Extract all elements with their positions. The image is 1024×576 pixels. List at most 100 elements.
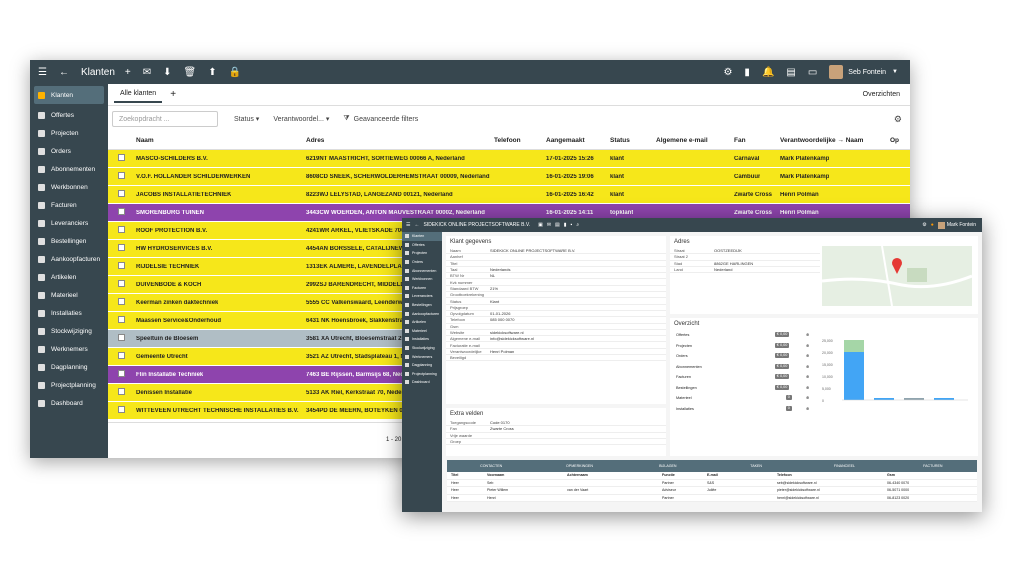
form-row[interactable]: Verantwoordelijke Henri Polman: [446, 349, 666, 356]
detail-sidebar-item[interactable]: Bestellingen: [402, 301, 442, 310]
sidebar-item-abonnementen[interactable]: Abonnementen: [30, 160, 108, 178]
overview-row[interactable]: Orders € 0,00 ⊕: [670, 351, 820, 362]
menu-icon[interactable]: ☰: [38, 66, 47, 78]
sidebar-item-bestellingen[interactable]: Bestellingen: [30, 232, 108, 250]
col-email[interactable]: Algemene e-mail: [656, 137, 708, 144]
detail-sidebar-item[interactable]: Werknemers: [402, 352, 442, 361]
detail-sidebar-item[interactable]: Materieel: [402, 327, 442, 336]
form-row[interactable]: Naam SIDEKICK ONLINE PROJECTSOFTWARE B.V.: [446, 248, 666, 255]
user-name[interactable]: Mark Fontein: [946, 222, 976, 228]
detail-tab[interactable]: BIJLAGEN: [659, 464, 677, 468]
form-row[interactable]: Gsm: [446, 324, 666, 330]
col-status[interactable]: Status: [610, 137, 630, 144]
form-row[interactable]: Toegangscode Code 0170: [446, 420, 666, 427]
detail-sidebar-item[interactable]: Artikelen: [402, 318, 442, 327]
sidebar-item-stockwijziging[interactable]: Stockwijziging: [30, 322, 108, 340]
detail-sidebar-item[interactable]: Abonnementen: [402, 266, 442, 275]
sidebar-item-werkbonnen[interactable]: Werkbonnen: [30, 178, 108, 196]
detail-sidebar-item[interactable]: Facturen: [402, 284, 442, 293]
detail-tab[interactable]: FACTUREN: [923, 464, 943, 468]
row-checkbox[interactable]: [118, 262, 125, 269]
row-checkbox[interactable]: [118, 190, 125, 197]
overviews-link[interactable]: Overzichten: [862, 91, 900, 98]
sidebar-item-dashboard[interactable]: Dashboard: [30, 394, 108, 412]
overview-row[interactable]: Materieel 0 ⊕: [670, 393, 820, 404]
col-aangemaakt[interactable]: Aangemaakt: [546, 137, 585, 144]
form-row[interactable]: Vrije waarde: [446, 433, 666, 439]
trash-icon[interactable]: 🗑: [183, 66, 197, 78]
search-input[interactable]: Zoekopdracht ...: [112, 111, 218, 127]
detail-sidebar-item[interactable]: Stockwijziging: [402, 344, 442, 353]
overview-row[interactable]: Abonnementen € 0,00 ⊕: [670, 362, 820, 373]
row-checkbox[interactable]: [118, 280, 125, 287]
overview-row[interactable]: Bestellingen € 0,00 ⊕: [670, 383, 820, 394]
overview-row[interactable]: Facturen € 0,00 ⊕: [670, 372, 820, 383]
detail-tab[interactable]: CONTACTEN: [480, 464, 503, 468]
detail-sidebar-item[interactable]: Klanten: [402, 232, 442, 241]
clipboard-icon[interactable]: ▤: [786, 66, 796, 78]
field-value[interactable]: info@sidekicksoftware.nl: [490, 336, 535, 342]
add-circle-icon[interactable]: ⊕: [806, 375, 810, 379]
row-checkbox[interactable]: [118, 154, 125, 161]
field-value[interactable]: 085 000 0070: [490, 317, 515, 323]
form-row[interactable]: Opvolgdatum 01-01-2026: [446, 311, 666, 318]
sidebar-item-projecten[interactable]: Projecten: [30, 124, 108, 142]
contact-row[interactable]: Heer Seb Partner S&S seb@sidekicksoftware.nl…: [447, 480, 977, 487]
mail-icon[interactable]: ✉: [546, 222, 552, 228]
form-row[interactable]: Straat 2: [670, 254, 820, 261]
form-row[interactable]: Grootboekrekening: [446, 292, 666, 299]
detail-sidebar-item[interactable]: Werkbonnen: [402, 275, 442, 284]
form-row[interactable]: Kvk nummer: [446, 279, 666, 286]
detail-tab[interactable]: TAKEN: [750, 464, 762, 468]
row-checkbox[interactable]: [118, 226, 125, 233]
form-row[interactable]: Telefoon 085 000 0070: [446, 317, 666, 324]
field-value[interactable]: Nederlands: [490, 267, 511, 273]
add-circle-icon[interactable]: ⊕: [806, 406, 810, 411]
form-row[interactable]: Standaard BTW 21%: [446, 286, 666, 293]
responsible-filter[interactable]: Verantwoordel... ▾: [273, 116, 330, 123]
form-row[interactable]: Website sidekicksoftware.nl: [446, 330, 666, 337]
sidebar-item-orders[interactable]: Orders: [30, 142, 108, 160]
col-adres[interactable]: Adres: [306, 137, 325, 144]
row-checkbox[interactable]: [118, 406, 125, 413]
form-row[interactable]: Titel: [446, 261, 666, 267]
field-value[interactable]: Zwarte Cross: [490, 426, 514, 432]
add-circle-icon[interactable]: ⊕: [806, 364, 810, 369]
sidebar-item-klanten[interactable]: Klanten: [34, 86, 104, 104]
form-row[interactable]: Algemene e-mail info@sidekicksoftware.nl: [446, 336, 666, 343]
lock-icon[interactable]: ▪: [570, 222, 573, 228]
bell-icon[interactable]: ●: [930, 222, 934, 228]
field-value[interactable]: 01-01-2026: [490, 311, 511, 317]
sidebar-item-projectplanning[interactable]: Projectplanning: [30, 376, 108, 394]
user-name[interactable]: Seb Fontein: [848, 68, 887, 76]
save-icon[interactable]: ▣: [538, 222, 543, 228]
col-op[interactable]: Op: [890, 137, 900, 144]
row-checkbox[interactable]: [118, 244, 125, 251]
detail-sidebar-item[interactable]: Leveranciers: [402, 292, 442, 301]
advanced-filters[interactable]: Geavanceerde filters: [353, 115, 419, 123]
row-checkbox[interactable]: [118, 208, 125, 215]
add-circle-icon[interactable]: ⊕: [806, 396, 810, 400]
add-icon[interactable]: +: [124, 66, 131, 78]
detail-sidebar-item[interactable]: Projecten: [402, 249, 442, 258]
trash-icon[interactable]: ▮: [563, 222, 567, 228]
form-row[interactable]: Groep: [446, 439, 666, 446]
add-tab-icon[interactable]: +: [170, 89, 177, 100]
sidebar-item-materieel[interactable]: Materieel: [30, 286, 108, 304]
row-checkbox[interactable]: [118, 298, 125, 305]
back-arrow-icon[interactable]: ←: [58, 66, 69, 78]
add-circle-icon[interactable]: ⊕: [806, 354, 810, 358]
sidebar-item-dagplanning[interactable]: Dagplanning: [30, 358, 108, 376]
back-arrow-icon[interactable]: ←: [414, 222, 420, 228]
row-checkbox[interactable]: [118, 370, 125, 377]
row-checkbox[interactable]: [118, 172, 125, 179]
add-circle-icon[interactable]: ⊕: [806, 333, 810, 337]
status-filter[interactable]: Status ▾: [234, 116, 260, 123]
field-value[interactable]: Klant: [490, 298, 500, 304]
map[interactable]: [821, 245, 973, 307]
row-checkbox[interactable]: [118, 334, 125, 341]
sidebar-item-installaties[interactable]: Installaties: [30, 304, 108, 322]
sidebar-item-artikelen[interactable]: Artikelen: [30, 268, 108, 286]
table-settings-icon[interactable]: ⚙: [893, 113, 902, 124]
search-icon[interactable]: ⌕: [576, 222, 580, 228]
